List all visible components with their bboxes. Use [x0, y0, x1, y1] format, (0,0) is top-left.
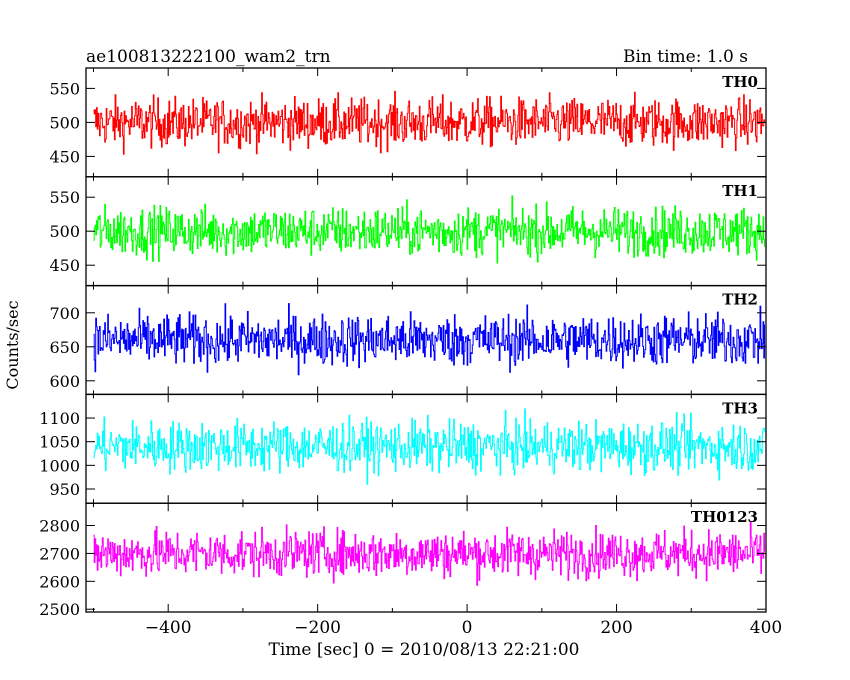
- x-tick-label: 400: [750, 618, 782, 638]
- panel-label-th1: TH1: [722, 182, 758, 200]
- y-tick-label: 450: [49, 256, 80, 275]
- x-tick-label: 0: [462, 618, 473, 638]
- y-tick-label: 2600: [39, 572, 80, 591]
- series-line-th0: [93, 90, 765, 155]
- y-tick-label: 550: [49, 79, 80, 98]
- y-tick-label: 550: [49, 188, 80, 207]
- series-line-th0123: [93, 521, 765, 586]
- x-tick-label: 200: [600, 618, 632, 638]
- panel-frame-th0123: [85, 502, 767, 613]
- series-line-th2: [93, 303, 765, 376]
- x-axis-label: Time [sec] 0 = 2010/08/13 22:21:00: [269, 640, 580, 660]
- y-tick-label: 950: [49, 480, 80, 499]
- y-tick-label: 1100: [39, 409, 80, 428]
- panels-group: 450 500 550 TH0 450 500 550 TH1 600 650 700 TH2 950 1…: [39, 67, 782, 638]
- panel-label-th3: TH3: [722, 399, 758, 417]
- y-tick-label: 1050: [39, 433, 80, 452]
- y-tick-label: 500: [49, 222, 80, 241]
- series-line-th1: [93, 195, 765, 264]
- x-tick-label: −400: [145, 618, 192, 638]
- y-tick-label: 600: [49, 372, 80, 391]
- y-tick-label: 450: [49, 147, 80, 166]
- y-tick-label: 700: [49, 304, 80, 323]
- y-tick-label: 1000: [39, 456, 80, 475]
- y-tick-label: 650: [49, 338, 80, 357]
- y-tick-label: 500: [49, 113, 80, 132]
- chart-title: ae100813222100_wam2_trn: [86, 47, 331, 67]
- y-axis-label: Counts/sec: [3, 300, 22, 389]
- panel-label-th2: TH2: [722, 291, 758, 309]
- bin-time-label: Bin time: 1.0 s: [623, 47, 748, 67]
- x-tick-label: −200: [294, 618, 341, 638]
- panel-label-th0: TH0: [722, 73, 758, 91]
- y-tick-label: 2800: [39, 517, 80, 536]
- series-line-th3: [93, 408, 765, 485]
- y-tick-label: 2700: [39, 544, 80, 563]
- y-tick-label: 2500: [39, 600, 80, 619]
- panel-label-th0123: TH0123: [691, 508, 758, 526]
